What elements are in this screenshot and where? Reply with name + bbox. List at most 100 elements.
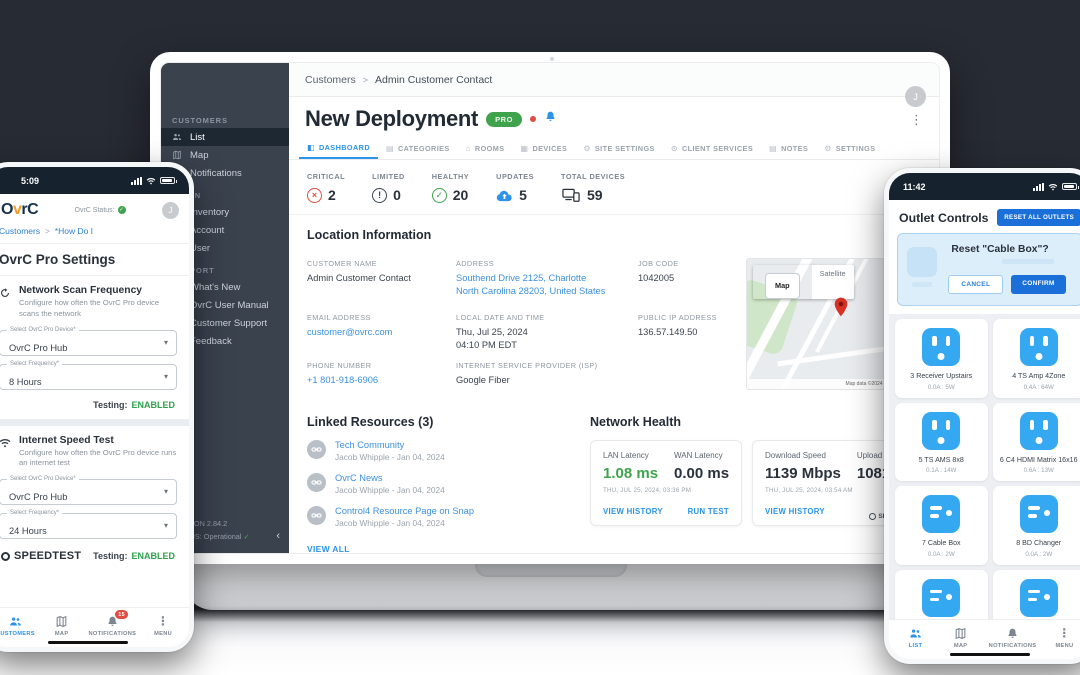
tab-devices[interactable]: ▦ DEVICES xyxy=(520,143,568,153)
kebab-menu-icon[interactable]: ⋮ xyxy=(910,111,923,127)
tab-site-settings[interactable]: ⚙ SITE SETTINGS xyxy=(583,143,655,153)
outlet-tile[interactable]: 3 Receiver Upstairs 0.0A : 5W xyxy=(895,319,988,398)
link-icon xyxy=(307,440,326,459)
resource-link[interactable]: OvrC News xyxy=(335,473,383,483)
notes-icon: ▤ xyxy=(769,143,778,153)
view-all-link[interactable]: VIEW ALL xyxy=(307,544,350,553)
view-history-link[interactable]: VIEW HISTORY xyxy=(765,507,825,516)
field-customer-name: CUSTOMER NAME Admin Customer Contact xyxy=(307,259,411,283)
status-time: 11:42 xyxy=(903,181,926,192)
linked-resource-item: OvrC News Jacob Whipple - Jan 04, 2024 xyxy=(307,473,572,495)
latency-timestamp: THU, JUL 25, 2024, 03:36 PM xyxy=(603,487,692,494)
nav-menu[interactable]: ⋮ MENU xyxy=(154,614,173,638)
speed-testing-status: Testing: ENABLED xyxy=(93,551,175,562)
tab-dashboard[interactable]: ◧ DASHBOARD xyxy=(299,137,378,159)
outlet-tile[interactable]: 7 Cable Box 0.0A : 2W xyxy=(895,486,988,565)
avatar[interactable]: J xyxy=(162,201,179,219)
location-section: Location Information CUSTOMER NAME Admin… xyxy=(289,215,939,403)
nav-menu[interactable]: ⋮ MENU xyxy=(1055,626,1074,650)
network-health-heading: Network Health xyxy=(590,415,681,429)
sidebar-item-label: What's New xyxy=(190,281,241,293)
bell-icon[interactable] xyxy=(544,110,557,128)
field-datetime: LOCAL DATE AND TIME Thu, Jul 25, 2024 04… xyxy=(456,313,545,351)
home-indicator xyxy=(950,652,1030,656)
wan-latency-value: 0.00 ms xyxy=(674,465,730,482)
status-check-icon: ✓ xyxy=(243,531,250,541)
tab-notes[interactable]: ▤ NOTES xyxy=(769,143,809,153)
resource-link[interactable]: Control4 Resource Page on Snap xyxy=(335,506,475,516)
sidebar-item-label: Customer Support xyxy=(190,317,268,329)
latency-card: LAN Latency 1.08 ms WAN Latency 0.00 ms … xyxy=(590,440,742,526)
nav-map[interactable]: MAP xyxy=(944,627,978,649)
ovrc-status: OvrC Status: ✓ xyxy=(74,206,126,214)
scan-frequency-select[interactable]: Select Frequency* 8 Hours ▾ xyxy=(0,360,177,390)
chevron-right-icon: > xyxy=(362,74,369,85)
section-divider xyxy=(0,418,189,426)
sidebar-item-map[interactable]: Map xyxy=(161,146,289,164)
sidebar-item-label: Inventory xyxy=(190,206,230,218)
chevron-down-icon: ▾ xyxy=(163,371,168,381)
reset-all-outlets-button[interactable]: RESET ALL OUTLETS xyxy=(997,209,1080,226)
battery-icon xyxy=(160,177,177,184)
tab-settings[interactable]: ⚙ SETTINGS xyxy=(824,143,876,153)
battery-icon xyxy=(1062,183,1079,190)
left-phone-status-bar: 5:09 xyxy=(0,167,189,194)
map-icon xyxy=(172,150,183,160)
sidebar-item-label: List xyxy=(190,131,205,143)
breadcrumb-customers[interactable]: Customers xyxy=(0,226,41,236)
avatar[interactable]: J xyxy=(905,86,926,107)
sidebar-item-list[interactable]: List xyxy=(161,128,289,146)
map-attribution: Map data ©2024 Google Terms xyxy=(747,379,919,389)
outlet-tile[interactable]: 6 C4 HDMI Matrix 16x16 0.6A : 13W xyxy=(992,402,1080,482)
scan-device-select[interactable]: Select OvrC Pro Device* OvrC Pro Hub ▾ xyxy=(0,326,177,356)
stat-total-devices: TOTAL DEVICES 59 xyxy=(561,172,626,203)
dashboard-icon: ◧ xyxy=(307,142,315,152)
outlet-tile[interactable]: 5 TS AMS 8x8 0.1A : 14W xyxy=(895,402,988,482)
speedtest-gauge-icon xyxy=(1,551,10,561)
satellite-mode-button[interactable]: Satellite xyxy=(811,265,854,299)
nav-notifications[interactable]: NOTIFICATIONS xyxy=(989,627,1037,649)
sidebar-collapse-chevron[interactable]: ‹ xyxy=(276,530,280,543)
tab-categories[interactable]: ▤ CATEGORIES xyxy=(386,143,450,153)
nav-notifications[interactable]: 15 NOTIFICATIONS xyxy=(88,610,137,637)
client-services-icon: ⊙ xyxy=(670,143,678,153)
nav-map[interactable]: MAP xyxy=(45,615,79,637)
breadcrumb: Customers > *How Do I xyxy=(0,224,189,244)
stat-critical: CRITICAL × 2 xyxy=(307,172,346,203)
view-history-link[interactable]: VIEW HISTORY xyxy=(603,507,663,516)
scan-testing-status: Testing: ENABLED xyxy=(93,399,175,410)
map-icon xyxy=(955,627,966,640)
tab-client-services[interactable]: ⊙ CLIENT SERVICES xyxy=(670,143,754,153)
bell-icon xyxy=(1008,628,1017,638)
nav-customers[interactable]: CUSTOMERS xyxy=(0,615,35,637)
settings-icon: ⚙ xyxy=(824,143,832,153)
laptop-screen: CUSTOMERS List Map Notifications ADMIN xyxy=(161,63,939,553)
chevron-down-icon: ▾ xyxy=(163,521,168,531)
wifi-icon xyxy=(146,177,156,185)
breadcrumb-current[interactable]: *How Do I xyxy=(54,226,94,236)
notification-badge: 15 xyxy=(114,610,129,619)
cancel-button[interactable]: CANCEL xyxy=(948,275,1004,294)
right-phone-status-bar: 11:42 xyxy=(889,173,1080,200)
left-phone-device: 5:09 OvrC OvrC Status: ✓ J Customers > *… xyxy=(0,162,194,652)
status-time: 5:09 xyxy=(21,175,40,186)
outlet-tile[interactable] xyxy=(992,569,1080,619)
nav-list[interactable]: LIST xyxy=(899,627,933,649)
laptop-device: CUSTOMERS List Map Notifications ADMIN xyxy=(150,52,950,564)
resource-link[interactable]: Tech Community xyxy=(335,440,405,450)
speed-timestamp: THU, JUL 25, 2024, 03:54 AM xyxy=(765,487,853,494)
speed-frequency-select[interactable]: Select Frequency* 24 Hours ▾ xyxy=(0,510,177,540)
breadcrumb-customers[interactable]: Customers xyxy=(305,73,356,86)
field-public-ip: PUBLIC IP ADDRESS 136.57.149.50 xyxy=(638,313,717,337)
speed-device-select[interactable]: Select OvrC Pro Device* OvrC Pro Hub ▾ xyxy=(0,476,177,506)
run-test-link[interactable]: RUN TEST xyxy=(687,507,729,516)
confirm-button[interactable]: CONFIRM xyxy=(1011,275,1066,294)
stat-updates: UPDATES 5 xyxy=(496,172,534,203)
outlet-tile[interactable] xyxy=(895,569,988,619)
map-mode-button[interactable]: Map xyxy=(765,273,800,299)
stat-limited: LIMITED ! 0 xyxy=(372,172,405,203)
alert-dot-icon xyxy=(530,116,537,122)
outlet-tile[interactable]: 8 BD Changer 0.0A : 2W xyxy=(992,486,1080,565)
tab-rooms[interactable]: ⌂ ROOMS xyxy=(465,143,505,153)
outlet-tile[interactable]: 4 TS Amp 4Zone 0.4A : 64W xyxy=(992,319,1080,398)
